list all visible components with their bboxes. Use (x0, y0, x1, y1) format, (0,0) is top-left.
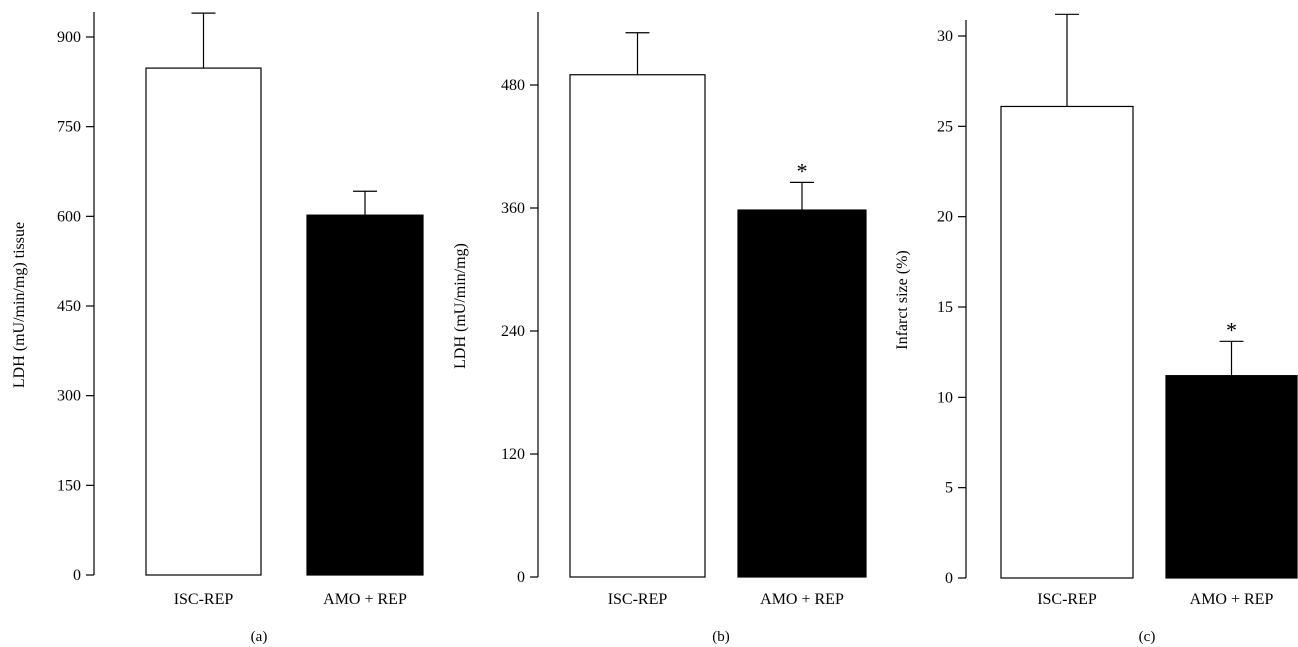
panel-c-y-tick-label-25: 25 (937, 118, 953, 135)
panel-c-category-label-isc-rep: ISC-REP (1037, 591, 1097, 608)
panel-c-y-tick-label-15: 15 (937, 299, 953, 316)
panel-b-error-bar-amo-rep (790, 182, 814, 210)
panel-a-bar-amo-rep (307, 215, 423, 575)
panel-a-y-tick-label-450: 450 (57, 298, 81, 315)
panel-a-y-tick-label-300: 300 (57, 388, 81, 405)
panel-b-bar-amo-rep (738, 210, 866, 577)
panel-b-label: (b) (712, 629, 730, 645)
panel-b-y-tick-label-480: 480 (501, 77, 525, 94)
panel-a-bars (146, 13, 423, 575)
panel-b-error-bar-isc-rep (626, 33, 650, 75)
panel-b-y-tick-label-240: 240 (501, 323, 525, 340)
panel-a-error-bar-amo-rep (353, 191, 377, 215)
panel-b-category-label-isc-rep: ISC-REP (608, 591, 668, 608)
panel-a-error-bar-isc-rep (192, 13, 216, 68)
panel-c-y-tick-label-5: 5 (945, 480, 953, 497)
panel-a-bar-isc-rep (146, 68, 261, 575)
panel-a-category-label-isc-rep: ISC-REP (174, 591, 234, 608)
panel-c-y-tick-label-20: 20 (937, 209, 953, 226)
panel-c-y-tick-label-0: 0 (945, 570, 953, 587)
panel-a-y-ticks: 0 150 300 450 600 750 900 (57, 29, 94, 584)
panel-a: LDH (mU/min/mg) tissue 0 150 300 450 600 750 9… (11, 12, 423, 645)
panel-c-error-bar-amo-rep (1220, 341, 1244, 375)
panel-b-y-tick-label-0: 0 (517, 569, 525, 586)
panel-b-y-tick-label-360: 360 (501, 200, 525, 217)
panel-b-bar-isc-rep (570, 75, 705, 577)
panel-b-y-axis-label: LDH (mU/min/mg) (452, 243, 469, 369)
panel-c-significance-amo-rep: * (1226, 317, 1237, 342)
panel-a-y-tick-label-750: 750 (57, 119, 81, 136)
panel-a-label: (a) (251, 629, 268, 645)
panel-c-bars: * (1001, 14, 1297, 578)
panel-c-category-label-amo-rep: AMO + REP (1190, 591, 1274, 608)
panel-c-y-tick-label-30: 30 (937, 28, 953, 45)
panel-c-error-bar-isc-rep (1055, 14, 1079, 106)
panel-a-y-tick-label-0: 0 (73, 567, 81, 584)
panel-b-category-label-amo-rep: AMO + REP (760, 591, 844, 608)
panel-a-y-tick-label-900: 900 (57, 29, 81, 46)
panel-c-bar-amo-rep (1166, 376, 1297, 578)
panel-a-y-axis-label: LDH (mU/min/mg) tissue (11, 222, 28, 388)
panel-a-y-tick-label-600: 600 (57, 208, 81, 225)
panel-b-y-tick-label-120: 120 (501, 446, 525, 463)
panel-a-category-label-amo-rep: AMO + REP (323, 591, 407, 608)
panel-b-y-ticks: 0 120 240 360 480 (501, 77, 538, 586)
panel-c-y-axis-label: Infarct size (%) (894, 250, 911, 350)
panel-c-bar-isc-rep (1001, 106, 1133, 578)
panel-c-label: (c) (1139, 629, 1156, 645)
panel-c-y-ticks: 0 5 10 15 20 25 30 (937, 28, 966, 587)
panel-b-significance-amo-rep: * (797, 158, 808, 183)
panel-c-y-tick-label-10: 10 (937, 389, 953, 406)
panel-b-bars: * (570, 33, 866, 577)
panel-a-y-tick-label-150: 150 (57, 477, 81, 494)
